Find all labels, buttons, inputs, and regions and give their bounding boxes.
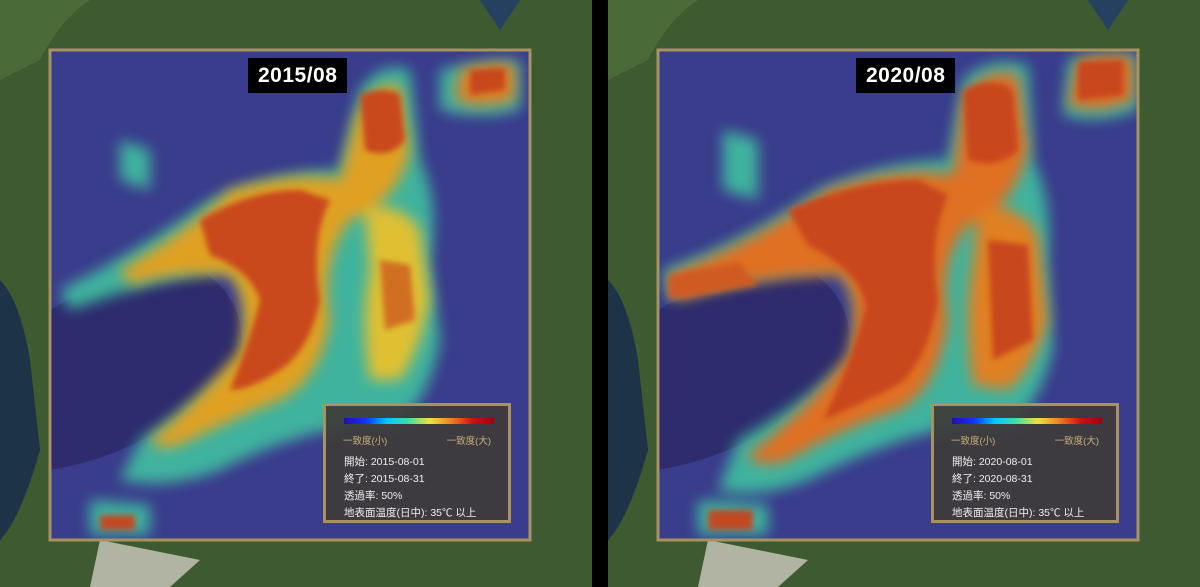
period-title: 2020/08 (856, 58, 956, 93)
panel-divider (592, 0, 608, 587)
color-scale-bar (952, 418, 1102, 424)
legend-condition: 地表面温度(日中): 35℃ 以上 (344, 507, 477, 519)
sea-west (0, 280, 40, 540)
legend-high-label: 一致度(大) (446, 436, 491, 447)
sea-west (608, 280, 648, 540)
legend-end: 終了: 2015-08-31 (344, 473, 425, 485)
legend-opacity: 透過率: 50% (344, 490, 403, 502)
legend-box: 一致度(小) 一致度(大) 開始: 2015-08-01 終了: 2015-08… (323, 403, 511, 523)
map-panel-2015: 2015/08 一致度(小) 一致度(大) 開始: 2015-08-01 終了:… (0, 0, 592, 587)
legend-condition: 地表面温度(日中): 35℃ 以上 (952, 507, 1085, 519)
legend-opacity: 透過率: 50% (952, 490, 1011, 502)
legend-start: 開始: 2020-08-01 (952, 456, 1033, 468)
legend-start: 開始: 2015-08-01 (344, 456, 425, 468)
overlay-frame (48, 48, 532, 542)
heatmap-2015 (0, 0, 592, 587)
legend-high-label: 一致度(大) (1054, 436, 1099, 447)
legend-end: 終了: 2020-08-31 (952, 473, 1033, 485)
legend-low-label: 一致度(小) (343, 436, 388, 447)
osaka-bay (50, 270, 242, 470)
period-title: 2015/08 (248, 58, 348, 93)
overlay-frame (656, 48, 1140, 542)
color-scale-bar (344, 418, 494, 424)
legend-low-label: 一致度(小) (951, 436, 996, 447)
heatmap-2020 (608, 0, 1200, 587)
osaka-bay (658, 270, 850, 470)
legend-box: 一致度(小) 一致度(大) 開始: 2020-08-01 終了: 2020-08… (931, 403, 1119, 523)
map-panel-2020: 2020/08 一致度(小) 一致度(大) 開始: 2020-08-01 終了:… (608, 0, 1200, 587)
